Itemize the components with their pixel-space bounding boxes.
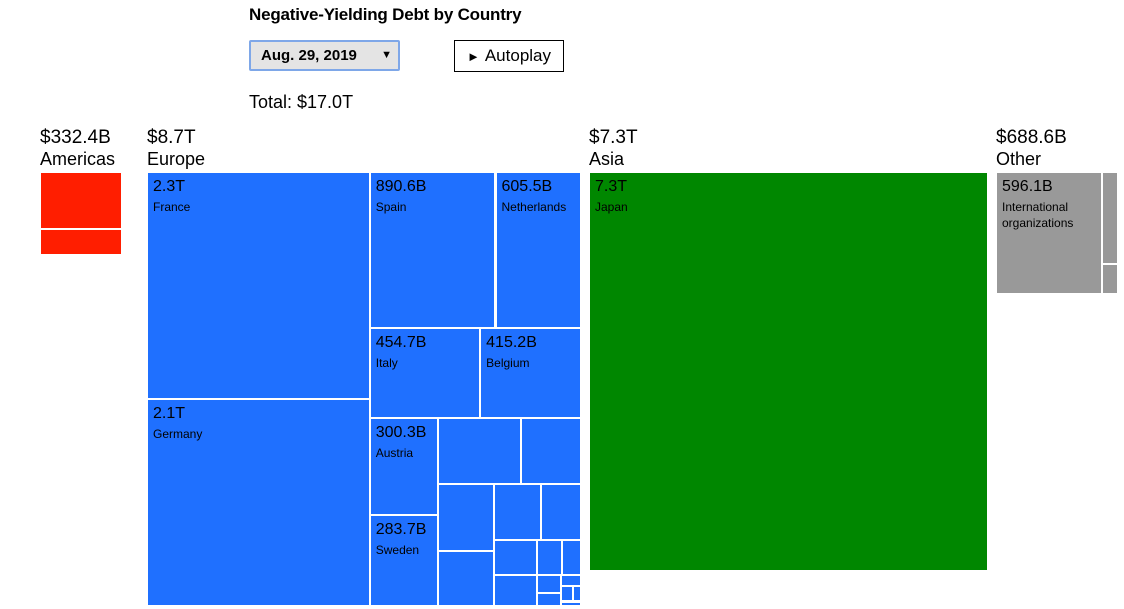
tile-value-germany: 2.1T (153, 404, 186, 422)
region-header-americas: $332.4B Americas (40, 127, 115, 170)
tile-name-spain: Spain (375, 200, 407, 214)
region-value-europe: $8.7T (147, 127, 196, 148)
tile-other-2[interactable] (1101, 264, 1118, 294)
tile-netherlands[interactable]: 605.5B Netherlands (495, 172, 581, 328)
tile-europe-19[interactable] (536, 592, 562, 606)
tile-sweden[interactable]: 283.7B Sweden (369, 514, 438, 606)
region-name-europe: Europe (147, 149, 206, 169)
play-icon: ► (466, 48, 480, 64)
region-value-asia: $7.3T (589, 127, 638, 148)
tile-value-austria: 300.3B (375, 424, 427, 442)
date-select[interactable]: Aug. 29, 2019 ▼ (249, 40, 400, 71)
tile-europe-17[interactable] (562, 539, 581, 575)
tile-value-france: 2.3T (153, 178, 186, 195)
tile-name-sweden: Sweden (375, 542, 420, 557)
tile-europe-9[interactable] (521, 418, 581, 485)
tile-value-international-organizations: 596.1B (1002, 178, 1053, 195)
tile-europe-12[interactable] (493, 484, 542, 540)
tile-name-belgium: Belgium (486, 355, 530, 370)
tile-other-1[interactable] (1101, 172, 1118, 265)
region-header-other: $688.6B Other (996, 127, 1067, 170)
tile-europe-10[interactable] (438, 484, 494, 551)
tile-europe-15[interactable] (493, 575, 537, 606)
tile-value-sweden: 283.7B (375, 520, 427, 538)
tile-name-netherlands: Netherlands (501, 200, 567, 214)
autoplay-label: Autoplay (484, 46, 552, 65)
chart-title: Negative-Yielding Debt by Country (249, 5, 522, 24)
tile-austria[interactable]: 300.3B Austria (369, 418, 438, 515)
tile-international-organizations[interactable]: 596.1B International organizations (996, 172, 1102, 294)
tile-name-international-organizations: International organizations (1002, 200, 1074, 230)
tile-name-japan: Japan (595, 200, 628, 214)
tile-europe-23[interactable] (561, 601, 581, 606)
tile-americas-0[interactable] (40, 172, 122, 230)
tile-europe-18[interactable] (536, 574, 562, 593)
tile-germany[interactable]: 2.1T Germany (147, 398, 370, 606)
tile-europe-14[interactable] (493, 539, 537, 576)
tile-france[interactable]: 2.3T France (147, 172, 370, 399)
tile-belgium[interactable]: 415.2B Belgium (480, 327, 581, 419)
region-header-europe: $8.7T Europe (147, 127, 205, 170)
tile-americas-1[interactable] (40, 229, 122, 255)
tile-italy[interactable]: 454.7B Italy (369, 327, 481, 419)
tile-value-spain: 890.6B (375, 178, 427, 195)
region-name-asia: Asia (589, 149, 625, 169)
region-value-other: $688.6B (996, 127, 1067, 148)
tile-name-germany: Germany (153, 426, 203, 441)
tile-name-italy: Italy (375, 355, 398, 370)
tile-value-japan: 7.3T (595, 178, 628, 195)
region-name-americas: Americas (40, 149, 116, 169)
tile-europe-11[interactable] (438, 550, 494, 606)
tile-europe-6[interactable] (438, 418, 522, 485)
tile-value-netherlands: 605.5B (501, 178, 553, 195)
tile-spain[interactable]: 890.6B Spain (369, 172, 496, 328)
total-label: Total: $17.0T (249, 92, 354, 112)
tile-name-france: France (153, 200, 191, 214)
tile-europe-16[interactable] (536, 539, 563, 575)
tile-name-austria: Austria (375, 446, 414, 461)
tile-europe-20[interactable] (561, 574, 581, 586)
autoplay-button[interactable]: ► Autoplay (454, 40, 564, 72)
tile-europe-21[interactable] (561, 585, 573, 602)
region-value-americas: $332.4B (40, 127, 111, 148)
tile-value-italy: 454.7B (375, 333, 427, 351)
tile-europe-22[interactable] (572, 585, 581, 602)
tile-japan[interactable]: 7.3T Japan (589, 172, 988, 571)
tile-value-belgium: 415.2B (486, 333, 537, 351)
region-name-other: Other (996, 149, 1042, 169)
region-header-asia: $7.3T Asia (589, 127, 638, 170)
date-select-value: Aug. 29, 2019 (261, 47, 357, 64)
chevron-down-icon: ▼ (381, 49, 392, 61)
tile-europe-13[interactable] (541, 484, 581, 540)
